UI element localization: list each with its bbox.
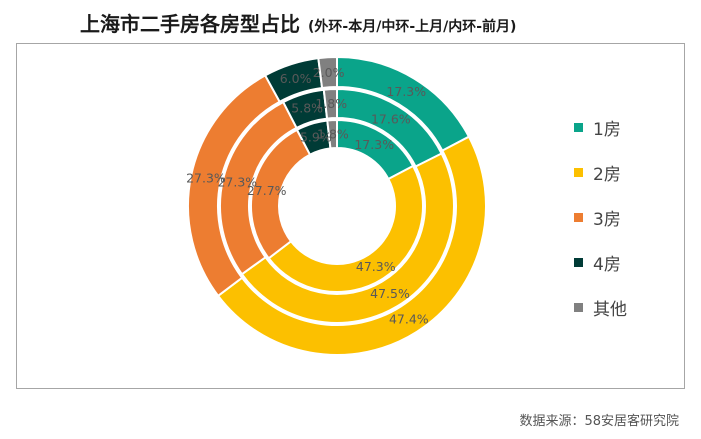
donut-slice-outer-5 <box>317 55 338 90</box>
data-label-inner-1: 17.3% <box>354 137 394 152</box>
legend-label: 3房 <box>593 209 621 230</box>
legend-swatch <box>574 212 583 222</box>
legend-item-5: 其他 <box>574 296 627 320</box>
legend-swatch <box>574 122 583 132</box>
data-label-inner-5: 1.8% <box>317 127 349 142</box>
legend-swatch <box>574 302 583 312</box>
donut-slice-outer-2 <box>216 135 487 356</box>
chart-legend: 1房 2房 3房 4房其他 <box>574 116 627 341</box>
donut-slice-inner-2 <box>267 164 424 293</box>
data-label-outer-2: 47.4% <box>389 312 429 327</box>
chart-title: 上海市二手房各房型占比 <box>80 12 300 36</box>
data-label-middle-2: 47.5% <box>370 286 410 301</box>
legend-label: 4房 <box>593 254 621 275</box>
data-label-middle-3: 27.3% <box>217 175 257 190</box>
data-label-middle-4: 5.8% <box>291 100 323 115</box>
data-label-middle-1: 17.6% <box>371 111 411 126</box>
legend-swatch <box>574 167 583 177</box>
chart-title-block: 上海市二手房各房型占比 (外环-本月/中环-上月/内环-前月) <box>80 8 516 37</box>
donut-slice-middle-2 <box>240 152 455 324</box>
legend-label: 2房 <box>593 164 621 185</box>
legend-item-2: 2房 <box>574 161 627 185</box>
data-label-outer-1: 17.3% <box>386 84 426 99</box>
legend-swatch <box>574 257 583 267</box>
data-label-middle-5: 1.8% <box>315 96 347 111</box>
donut-slice-middle-5 <box>322 87 338 120</box>
chart-frame <box>16 43 685 389</box>
data-label-inner-4: 5.9% <box>300 130 332 145</box>
legend-label: 1房 <box>593 119 621 140</box>
data-label-outer-3: 27.3% <box>186 171 226 186</box>
legend-item-3: 3房 <box>574 206 627 230</box>
donut-slice-inner-5 <box>326 118 338 150</box>
legend-item-1: 1房 <box>574 116 627 140</box>
chart-subtitle: (外环-本月/中环-上月/内环-前月) <box>308 19 517 35</box>
data-label-outer-4: 6.0% <box>280 71 312 86</box>
data-label-inner-2: 47.3% <box>356 259 396 274</box>
legend-label: 其他 <box>593 299 627 320</box>
data-label-inner-3: 27.7% <box>247 183 287 198</box>
data-label-outer-5: 2.0% <box>313 65 345 80</box>
legend-item-4: 4房 <box>574 251 627 275</box>
data-source-note: 数据来源：58安居客研究院 <box>519 414 679 429</box>
